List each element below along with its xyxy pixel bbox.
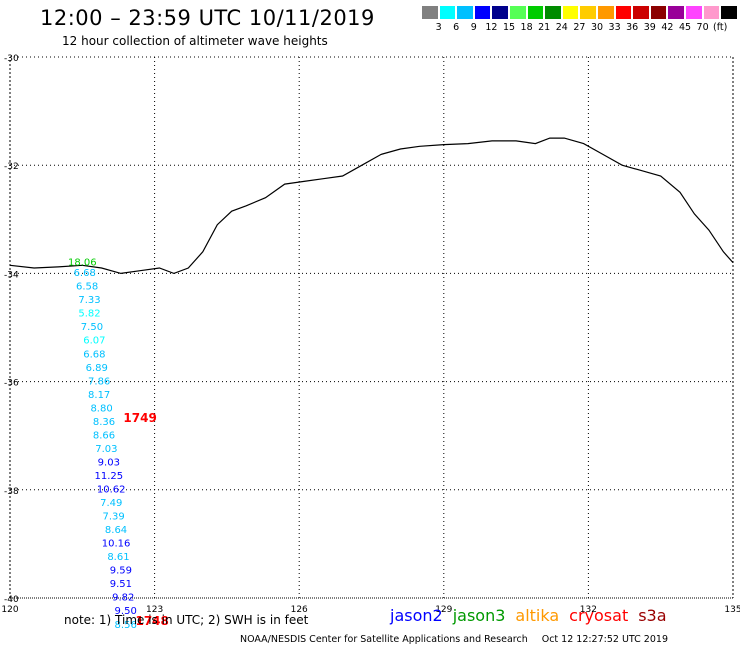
lat-tick-label: -36 xyxy=(4,379,19,389)
lon-tick-label: 123 xyxy=(146,605,163,615)
credit-text: NOAA/NESDIS Center for Satellite Applica… xyxy=(240,634,528,645)
wave-height-label: 6.58 xyxy=(76,282,98,293)
grid-lines xyxy=(9,56,734,599)
scale-swatch xyxy=(579,5,597,20)
scale-label: 33 xyxy=(608,22,621,33)
wave-height-label: 7.39 xyxy=(102,512,124,523)
wave-height-label: 7.86 xyxy=(88,376,110,387)
wave-height-label: 11.25 xyxy=(94,471,123,482)
scale-label: 12 xyxy=(485,22,498,33)
footer-note: note: 1) Time is in UTC; 2) SWH is in fe… xyxy=(64,613,309,627)
wave-height-label: 9.03 xyxy=(98,457,120,468)
wave-height-label: 9.59 xyxy=(110,566,132,577)
wave-height-label: 18.06 xyxy=(68,257,97,268)
scale-swatch xyxy=(438,5,457,20)
lon-tick-label: 120 xyxy=(1,605,18,615)
wave-height-label: 6.89 xyxy=(86,363,108,374)
scale-label: 39 xyxy=(643,22,656,33)
lat-tick-label: -34 xyxy=(4,270,19,280)
lat-tick-label: -32 xyxy=(4,162,19,172)
scale-label: 3 xyxy=(435,22,442,33)
observations: 18.066.686.587.335.827.506.076.686.897.8… xyxy=(68,257,169,630)
page-subtitle: 12 hour collection of altimeter wave hei… xyxy=(62,34,328,48)
scale-label: 6 xyxy=(453,22,460,33)
scale-swatch xyxy=(473,5,492,20)
lon-tick-label: 132 xyxy=(580,605,597,615)
scale-swatch xyxy=(544,5,562,20)
credit-timestamp: Oct 12 12:27:52 UTC 2019 xyxy=(541,634,668,645)
wave-height-label: 8.66 xyxy=(93,430,115,441)
lat-tick-label: -40 xyxy=(4,595,19,605)
wave-height-label: 10.16 xyxy=(102,539,131,550)
scale-swatch xyxy=(421,5,439,20)
lat-tick-label: -30 xyxy=(4,54,19,64)
wave-height-label: 6.07 xyxy=(83,336,105,347)
satellite-cryosat: cryosat xyxy=(569,606,629,625)
wave-height-label: 6.68 xyxy=(83,349,105,360)
scale-label: 42 xyxy=(661,22,674,33)
wave-height-label: 9.50 xyxy=(115,606,137,617)
scale-swatch xyxy=(667,5,685,20)
color-scale xyxy=(421,5,738,20)
scale-swatch xyxy=(491,5,509,20)
wave-height-label: 7.49 xyxy=(100,498,122,509)
page-title: 12:00 – 23:59 UTC 10/11/2019 xyxy=(40,6,375,30)
scale-label: 27 xyxy=(573,22,586,33)
satellite-jason2: jason2 xyxy=(390,606,443,625)
scale-swatch xyxy=(720,5,738,20)
footer-credit: NOAA/NESDIS Center for Satellite Applica… xyxy=(240,634,668,645)
scale-label: 9 xyxy=(470,22,477,33)
satellite-legend: jason2 jason3 altika cryosat s3a xyxy=(390,606,677,625)
scale-label: 30 xyxy=(590,22,604,33)
wave-height-label: 10.62 xyxy=(97,485,126,496)
scale-label: 45 xyxy=(678,22,692,33)
wave-height-label: 7.03 xyxy=(95,444,117,455)
wave-height-label: 8.61 xyxy=(107,552,129,563)
wave-height-label: 8.17 xyxy=(88,390,110,401)
scale-label: 36 xyxy=(626,22,639,33)
wave-height-label: 8.56 xyxy=(115,620,137,631)
scale-label: 24 xyxy=(555,22,568,33)
coastline xyxy=(9,137,734,275)
scale-label: 21 xyxy=(538,22,551,33)
time-label: 1749 xyxy=(123,411,156,425)
satellite-jason3: jason3 xyxy=(452,606,506,625)
lat-tick-label: -38 xyxy=(4,487,19,497)
lon-tick-label: 129 xyxy=(435,605,452,615)
scale-swatch xyxy=(526,5,545,20)
scale-label: 15 xyxy=(502,22,516,33)
satellite-s3a: s3a xyxy=(638,606,667,625)
satellite-altika: altika xyxy=(515,606,560,625)
scale-label: 70 xyxy=(696,22,709,33)
scale-swatch xyxy=(508,5,527,20)
lon-tick-label: 135 xyxy=(724,605,740,615)
scale-swatch xyxy=(596,5,615,20)
wave-height-label: 9.51 xyxy=(110,579,132,590)
scale-swatch xyxy=(684,5,703,20)
scale-swatch xyxy=(649,5,668,20)
wave-height-label: 9.82 xyxy=(112,593,134,604)
scale-label: 18 xyxy=(520,22,533,33)
wave-height-label: 5.82 xyxy=(78,309,100,320)
scale-swatch xyxy=(632,5,650,20)
lon-tick-label: 126 xyxy=(291,605,308,615)
scale-label: (ft) xyxy=(713,22,728,33)
wave-height-label: 8.80 xyxy=(90,403,112,414)
time-label: 1748 xyxy=(135,614,168,628)
color-scale-labels: 3 6 9 12 15 18 21 24 27 30 33 36 39 42 45 70 (ft) xyxy=(421,22,740,34)
wave-height-label: 7.50 xyxy=(81,322,103,333)
wave-height-label: 6.68 xyxy=(74,268,96,279)
wave-height-label: 8.64 xyxy=(105,525,127,536)
scale-swatch xyxy=(614,5,633,20)
scale-swatch xyxy=(702,5,721,20)
scale-swatch xyxy=(456,5,474,20)
wave-height-label: 8.36 xyxy=(93,417,115,428)
scale-swatch xyxy=(561,5,580,20)
wave-height-label: 7.33 xyxy=(78,295,100,306)
coastline-path xyxy=(9,137,734,275)
